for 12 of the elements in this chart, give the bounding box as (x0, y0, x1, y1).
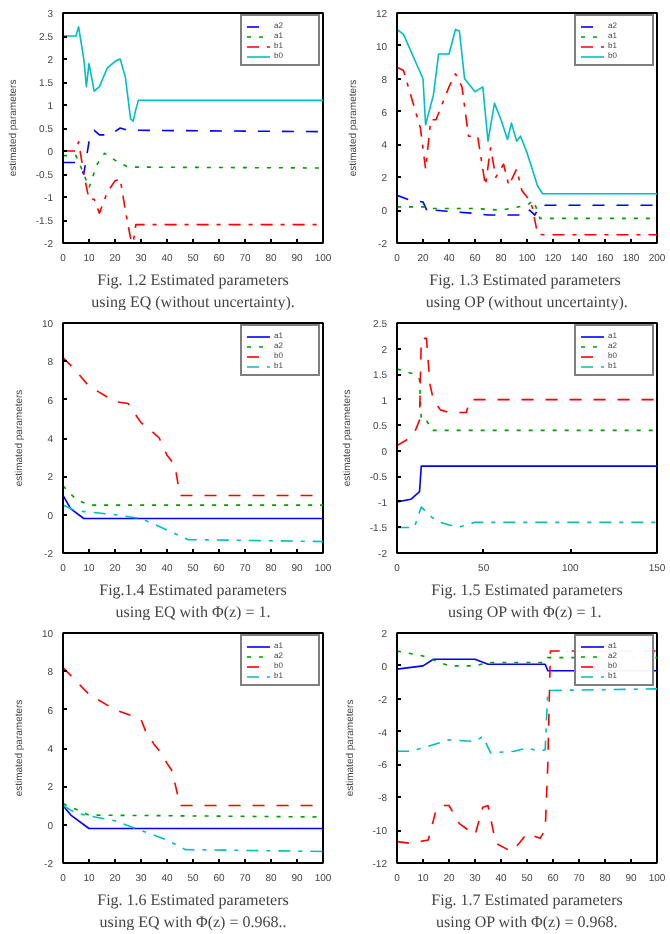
text: using OP with Φ(z) = 0.968. (435, 913, 618, 931)
text: using EQ (without uncertainty). (91, 293, 295, 311)
text: using OP (without uncertainty). (425, 293, 628, 311)
text: using OP with Φ(z) = 1. (447, 603, 602, 621)
caption: Fig. 1.6 Estimated parameters (97, 891, 289, 909)
caption: Fig.1.4 Estimated parameters (99, 581, 287, 599)
caption: Fig. 1.5 Estimated parameters (431, 581, 623, 599)
text: using EQ with Φ(z) = 1. (115, 603, 271, 621)
caption: Fig. 1.7 Estimated parameters (431, 891, 623, 909)
text: using EQ with Φ(z) = 0.968.. (99, 913, 287, 931)
caption: Fig. 1.2 Estimated parameters (97, 271, 289, 289)
caption: Fig. 1.3 Estimated parameters (429, 271, 621, 289)
